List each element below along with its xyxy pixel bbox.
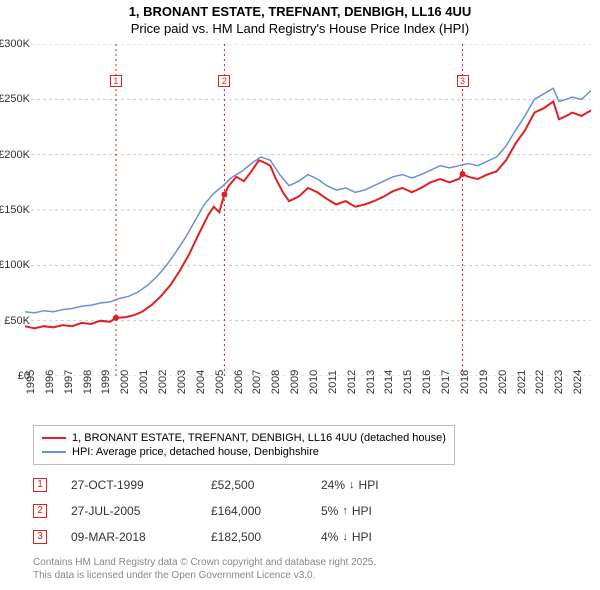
x-tick-label: 2023 (553, 370, 565, 394)
y-tick-label: £250K (0, 93, 30, 105)
chart-marker-box: 2 (218, 75, 230, 87)
marker-id-box: 1 (33, 478, 47, 492)
legend-row: 1, BRONANT ESTATE, TREFNANT, DENBIGH, LL… (42, 432, 446, 444)
title-main: 1, BRONANT ESTATE, TREFNANT, DENBIGH, LL… (0, 4, 600, 19)
x-tick-label: 2015 (402, 370, 414, 394)
arrow-down-icon: ↓ (349, 479, 355, 491)
legend-label: 1, BRONANT ESTATE, TREFNANT, DENBIGH, LL… (72, 432, 446, 444)
marker-price: £52,500 (211, 478, 321, 492)
marker-table-row: 2 27-JUL-2005£164,0005% ↑ HPI (33, 498, 431, 524)
legend: 1, BRONANT ESTATE, TREFNANT, DENBIGH, LL… (33, 425, 455, 465)
marker-delta: 4% ↓ HPI (321, 530, 431, 544)
footer-line1: Contains HM Land Registry data © Crown c… (33, 556, 376, 569)
x-tick-label: 1999 (100, 370, 112, 394)
marker-price: £182,500 (211, 530, 321, 544)
marker-table-row: 1 27-OCT-1999£52,50024% ↓ HPI (33, 472, 431, 498)
marker-table-row: 3 09-MAR-2018£182,5004% ↓ HPI (33, 524, 431, 550)
footer-line2: This data is licensed under the Open Gov… (33, 569, 376, 582)
x-tick-label: 2007 (251, 370, 263, 394)
y-tick-label: £100K (0, 259, 30, 271)
x-tick-label: 1998 (82, 370, 94, 394)
x-tick-label: 2012 (346, 370, 358, 394)
footer-attribution: Contains HM Land Registry data © Crown c… (33, 556, 376, 582)
legend-row: HPI: Average price, detached house, Denb… (42, 446, 446, 458)
x-tick-label: 2002 (157, 370, 169, 394)
x-tick-label: 1997 (63, 370, 75, 394)
chart-area (25, 44, 591, 376)
legend-label: HPI: Average price, detached house, Denb… (72, 446, 319, 458)
x-tick-label: 2001 (138, 370, 150, 394)
line-chart-svg (25, 44, 591, 376)
marker-date: 09-MAR-2018 (71, 530, 211, 544)
marker-id-box: 2 (33, 504, 47, 518)
x-tick-label: 2022 (534, 370, 546, 394)
marker-delta-pct: 5% (321, 504, 338, 518)
x-tick-label: 2018 (459, 370, 471, 394)
title-sub: Price paid vs. HM Land Registry's House … (0, 21, 600, 36)
marker-delta: 5% ↑ HPI (321, 504, 431, 518)
x-tick-label: 2010 (308, 370, 320, 394)
chart-marker-box: 3 (457, 75, 469, 87)
chart-titles: 1, BRONANT ESTATE, TREFNANT, DENBIGH, LL… (0, 0, 600, 36)
x-tick-label: 2000 (119, 370, 131, 394)
x-tick-label: 2004 (195, 370, 207, 394)
x-tick-label: 2005 (214, 370, 226, 394)
x-tick-label: 2019 (478, 370, 490, 394)
y-tick-label: £50K (0, 315, 30, 327)
chart-marker-box: 1 (110, 75, 122, 87)
x-tick-label: 2024 (572, 370, 584, 394)
arrow-down-icon: ↓ (342, 531, 348, 543)
marker-price: £164,000 (211, 504, 321, 518)
marker-delta-suffix: HPI (352, 530, 372, 544)
x-tick-label: 2008 (270, 370, 282, 394)
marker-delta-pct: 24% (321, 478, 345, 492)
y-tick-label: £150K (0, 204, 30, 216)
x-tick-label: 2020 (497, 370, 509, 394)
marker-delta-pct: 4% (321, 530, 338, 544)
x-tick-label: 2014 (383, 370, 395, 394)
x-tick-label: 2009 (289, 370, 301, 394)
marker-delta-suffix: HPI (352, 504, 372, 518)
x-tick-label: 1995 (25, 370, 37, 394)
arrow-up-icon: ↑ (342, 505, 348, 517)
marker-delta: 24% ↓ HPI (321, 478, 431, 492)
x-tick-label: 2021 (516, 370, 528, 394)
y-tick-label: £300K (0, 38, 30, 50)
x-tick-label: 1996 (44, 370, 56, 394)
legend-swatch (42, 451, 66, 453)
x-tick-label: 2006 (233, 370, 245, 394)
marker-id-box: 3 (33, 530, 47, 544)
legend-swatch (42, 437, 66, 439)
x-tick-label: 2016 (421, 370, 433, 394)
x-tick-label: 2017 (440, 370, 452, 394)
marker-date: 27-OCT-1999 (71, 478, 211, 492)
marker-table: 1 27-OCT-1999£52,50024% ↓ HPI 2 27-JUL-2005£1… (33, 472, 431, 550)
marker-date: 27-JUL-2005 (71, 504, 211, 518)
x-tick-label: 2013 (365, 370, 377, 394)
x-tick-label: 2011 (327, 370, 339, 394)
y-tick-label: £200K (0, 149, 30, 161)
marker-delta-suffix: HPI (359, 478, 379, 492)
x-tick-label: 2003 (176, 370, 188, 394)
